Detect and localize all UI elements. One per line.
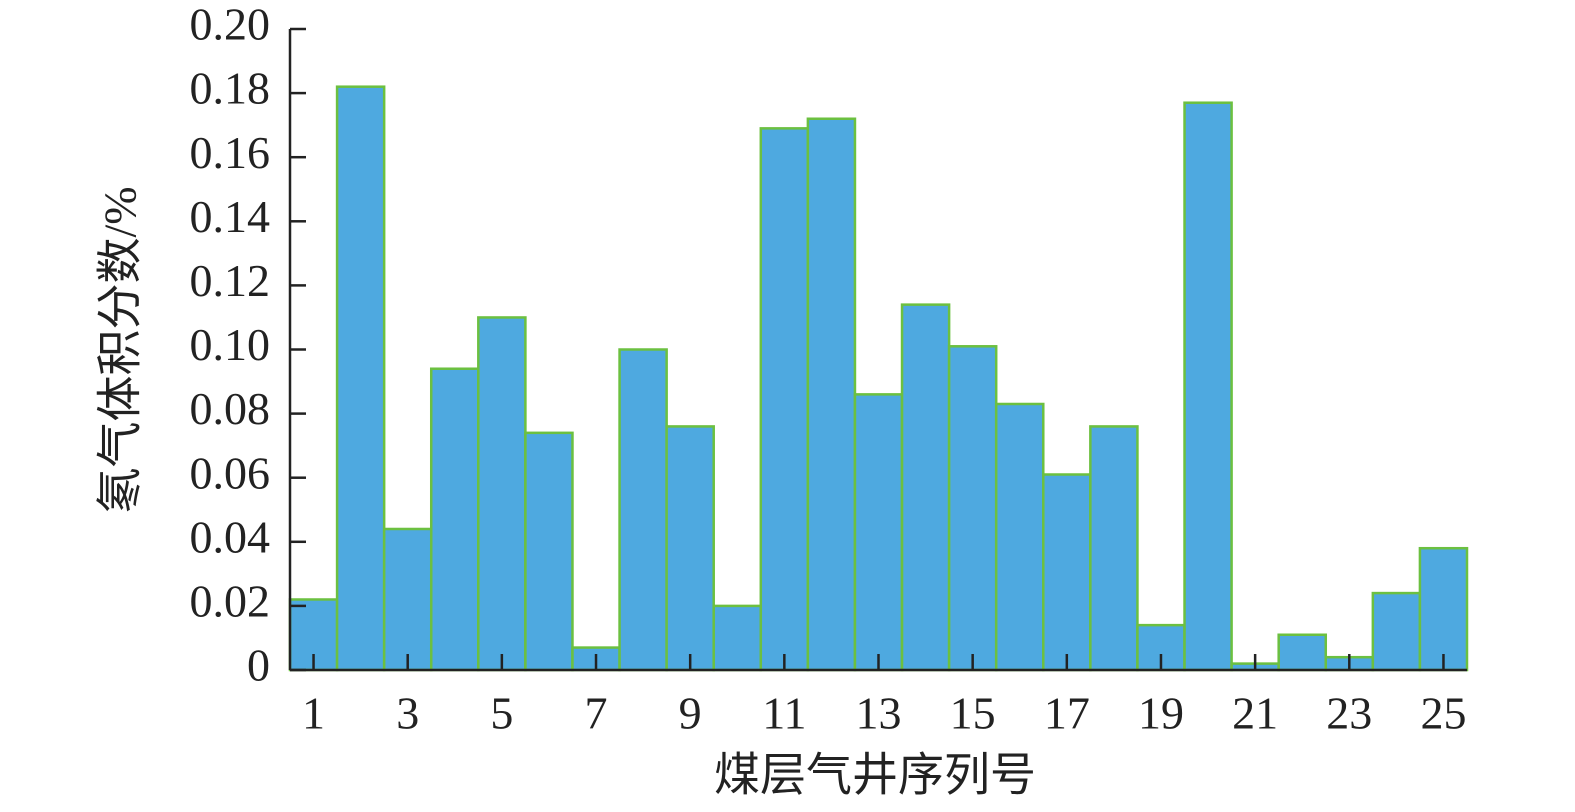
x-tick-label: 11 bbox=[762, 688, 806, 739]
y-axis-label: 氡气体积分数/% bbox=[95, 186, 146, 513]
x-tick-label: 17 bbox=[1044, 688, 1090, 739]
x-tick-label: 3 bbox=[396, 688, 419, 739]
y-tick-label: 0.12 bbox=[190, 255, 271, 306]
bar bbox=[665, 425, 715, 672]
y-tick-label: 0.20 bbox=[190, 0, 271, 50]
x-tick-label: 19 bbox=[1138, 688, 1184, 739]
bar bbox=[853, 393, 904, 672]
x-tick-label: 25 bbox=[1420, 688, 1466, 739]
x-tick-label: 21 bbox=[1232, 688, 1278, 739]
bar bbox=[382, 527, 433, 672]
bar bbox=[994, 402, 1045, 672]
bar bbox=[1277, 633, 1328, 672]
y-tick-label: 0.14 bbox=[190, 191, 271, 242]
x-tick-label: 9 bbox=[679, 688, 702, 739]
bar bbox=[759, 127, 810, 672]
y-tick-label: 0 bbox=[247, 640, 270, 691]
bar bbox=[806, 117, 857, 672]
y-tick-label: 0.08 bbox=[190, 383, 271, 434]
bar bbox=[712, 604, 763, 672]
bar bbox=[1418, 546, 1469, 672]
x-tick-label: 1 bbox=[302, 688, 325, 739]
x-tick-label: 15 bbox=[950, 688, 996, 739]
y-tick-label: 0.16 bbox=[190, 127, 271, 178]
y-tick-label: 0.02 bbox=[190, 575, 271, 626]
bar bbox=[1089, 425, 1139, 672]
bar bbox=[429, 367, 480, 672]
bar bbox=[524, 431, 574, 672]
y-tick-label: 0.04 bbox=[190, 511, 271, 562]
bar bbox=[1371, 591, 1422, 672]
bar bbox=[335, 85, 386, 672]
bar bbox=[947, 345, 998, 672]
bar bbox=[477, 316, 527, 672]
x-tick-label: 23 bbox=[1326, 688, 1372, 739]
x-tick-label: 7 bbox=[585, 688, 608, 739]
bar bbox=[900, 303, 951, 672]
bar bbox=[618, 348, 668, 672]
bar bbox=[1042, 473, 1092, 672]
y-tick-label: 0.18 bbox=[190, 63, 271, 114]
x-tick-label: 13 bbox=[856, 688, 902, 739]
x-tick-label: 5 bbox=[490, 688, 513, 739]
bar bbox=[1183, 101, 1233, 672]
y-tick-label: 0.10 bbox=[190, 319, 271, 370]
y-tick-label: 0.06 bbox=[190, 447, 271, 498]
x-axis-label: 煤层气井序列号 bbox=[714, 750, 1036, 801]
